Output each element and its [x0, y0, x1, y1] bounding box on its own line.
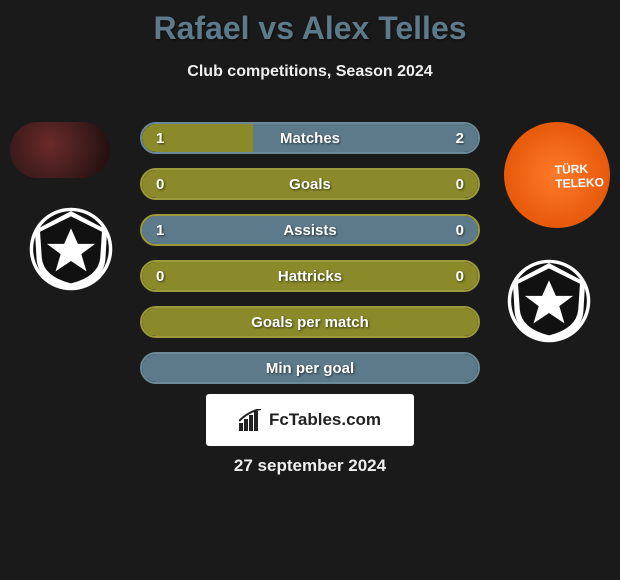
stat-row: Min per goal: [140, 352, 480, 384]
team-logo-right: [506, 258, 592, 344]
stat-row: 00Goals: [140, 168, 480, 200]
stat-row: 12Matches: [140, 122, 480, 154]
watermark-text: FcTables.com: [269, 410, 381, 430]
stat-label: Matches: [142, 124, 478, 152]
stat-row: 00Hattricks: [140, 260, 480, 292]
star-shield-icon: [28, 206, 114, 292]
date-text: 27 september 2024: [0, 456, 620, 476]
watermark: FcTables.com: [206, 394, 414, 446]
stat-label: Goals: [142, 170, 478, 198]
subtitle: Club competitions, Season 2024: [0, 63, 620, 81]
player-left-photo: [10, 122, 110, 178]
stat-row: 10Assists: [140, 214, 480, 246]
team-logo-left: [28, 206, 114, 292]
stat-row: Goals per match: [140, 306, 480, 338]
fctables-logo-icon: [239, 409, 263, 431]
player-right-photo: TÜRK TELEKO: [504, 122, 610, 228]
stat-label: Assists: [142, 216, 478, 244]
star-shield-icon: [506, 258, 592, 344]
stats-container: 12Matches 00Goals 10Assists 00Hattricks Goal…: [140, 122, 480, 398]
stat-label: Hattricks: [142, 262, 478, 290]
stat-label: Goals per match: [142, 308, 478, 336]
stat-label: Min per goal: [142, 354, 478, 382]
page-title: Rafael vs Alex Telles: [0, 0, 620, 47]
shirt-sponsor-text: TÜRK TELEKO: [555, 161, 605, 191]
